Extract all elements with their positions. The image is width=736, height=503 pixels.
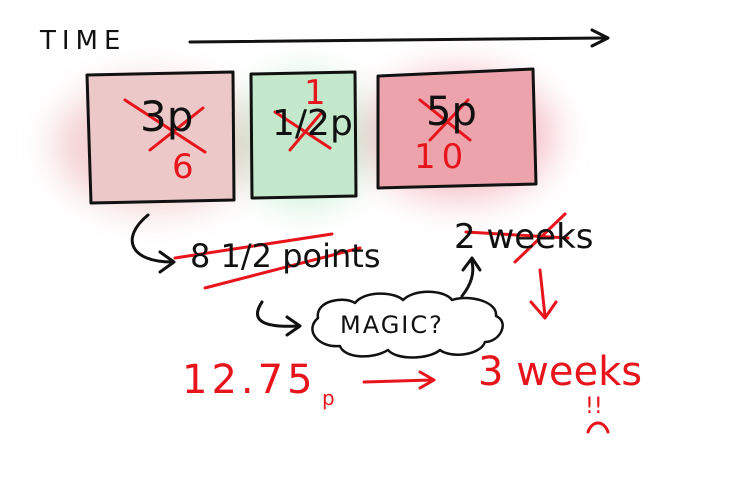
box-2-revised-estimate: 1 (304, 76, 326, 110)
time-arrow (190, 38, 604, 42)
arrow-weeks-down (540, 270, 545, 316)
curve-arrow-magic (258, 302, 299, 326)
revised-weeks: 3 weeks (478, 352, 642, 392)
reaction-exclamation: !! (585, 396, 603, 418)
arrow-points-to-weeks (364, 380, 432, 382)
time-label: TIME (40, 28, 126, 54)
weeks-estimate: 2 weeks (454, 220, 594, 254)
box-3-revised-estimate: 10 (414, 140, 469, 174)
revised-points-unit: p (322, 388, 335, 408)
points-estimate: 8 1/2 points (190, 240, 380, 272)
box-1-original-estimate: 3p (140, 96, 193, 138)
box-1-revised-estimate: 6 (172, 150, 194, 184)
revised-points: 12.75 (182, 360, 317, 400)
magic-label: MAGIC? (340, 313, 444, 337)
box-3-original-estimate: 5p (426, 92, 477, 132)
frown-mark (588, 423, 608, 432)
